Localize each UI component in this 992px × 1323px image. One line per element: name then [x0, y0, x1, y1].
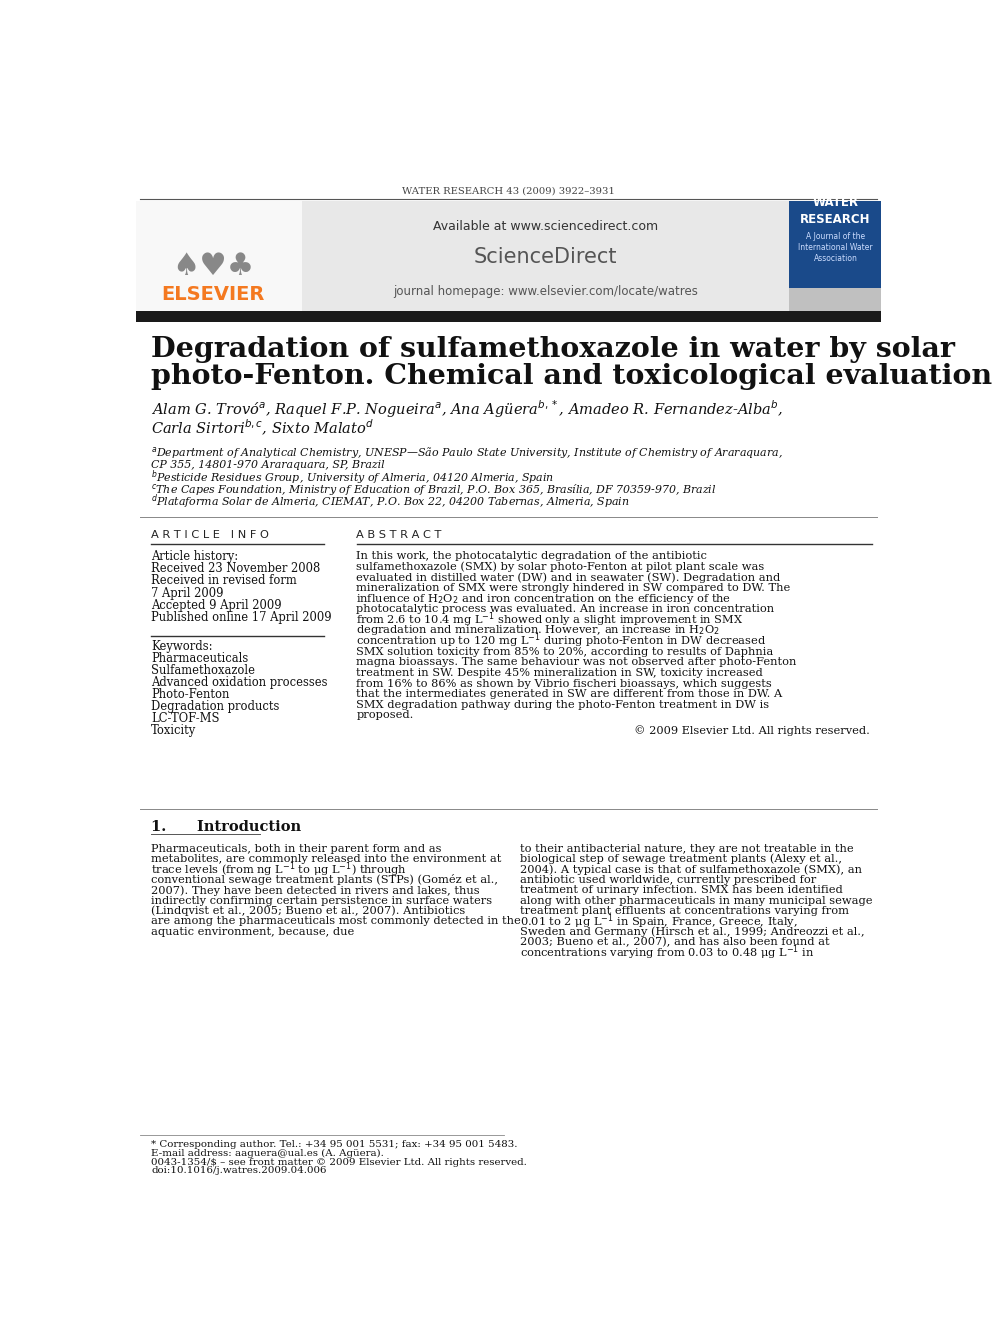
- Text: ♠♥♣: ♠♥♣: [172, 253, 254, 280]
- Text: Carla Sirtori$^{b,c}$, Sixto Malato$^d$: Carla Sirtori$^{b,c}$, Sixto Malato$^d$: [151, 418, 374, 438]
- Text: Keywords:: Keywords:: [151, 639, 212, 652]
- Text: $^b$Pesticide Residues Group, University of Almeria, 04120 Almeria, Spain: $^b$Pesticide Residues Group, University…: [151, 468, 555, 487]
- Bar: [136, 311, 881, 321]
- Text: degradation and mineralization. However, an increase in H$_2$O$_2$: degradation and mineralization. However,…: [356, 623, 720, 638]
- Text: WATER
RESEARCH: WATER RESEARCH: [801, 196, 871, 226]
- Text: from 2.6 to 10.4 mg L$^{-1}$ showed only a slight improvement in SMX: from 2.6 to 10.4 mg L$^{-1}$ showed only…: [356, 610, 744, 630]
- Text: aquatic environment, because, due: aquatic environment, because, due: [151, 927, 354, 937]
- Text: from 16% to 86% as shown by Vibrio fischeri bioassays, which suggests: from 16% to 86% as shown by Vibrio fisch…: [356, 679, 772, 688]
- Text: Toxicity: Toxicity: [151, 724, 196, 737]
- Text: doi:10.1016/j.watres.2009.04.006: doi:10.1016/j.watres.2009.04.006: [151, 1167, 326, 1175]
- Text: that the intermediates generated in SW are different from those in DW. A: that the intermediates generated in SW a…: [356, 689, 783, 700]
- Text: © 2009 Elsevier Ltd. All rights reserved.: © 2009 Elsevier Ltd. All rights reserved…: [635, 725, 870, 736]
- Text: $^c$The Capes Foundation, Ministry of Education of Brazil, P.O. Box 365, Brasíli: $^c$The Capes Foundation, Ministry of Ed…: [151, 482, 716, 497]
- Text: Degradation of sulfamethoxazole in water by solar: Degradation of sulfamethoxazole in water…: [151, 336, 955, 364]
- Text: Accepted 9 April 2009: Accepted 9 April 2009: [151, 599, 282, 611]
- Text: to their antibacterial nature, they are not treatable in the: to their antibacterial nature, they are …: [520, 844, 854, 853]
- Text: Received in revised form: Received in revised form: [151, 574, 297, 587]
- Text: Sulfamethoxazole: Sulfamethoxazole: [151, 664, 255, 677]
- Text: CP 355, 14801-970 Araraquara, SP, Brazil: CP 355, 14801-970 Araraquara, SP, Brazil: [151, 460, 385, 470]
- Text: (Lindqvist et al., 2005; Bueno et al., 2007). Antibiotics: (Lindqvist et al., 2005; Bueno et al., 2…: [151, 906, 465, 917]
- Text: 0.01 to 2 μg L$^{-1}$ in Spain, France, Greece, Italy,: 0.01 to 2 μg L$^{-1}$ in Spain, France, …: [520, 912, 798, 931]
- Text: treatment of urinary infection. SMX has been identified: treatment of urinary infection. SMX has …: [520, 885, 843, 896]
- Text: are among the pharmaceuticals most commonly detected in the: are among the pharmaceuticals most commo…: [151, 917, 521, 926]
- Text: treatment in SW. Despite 45% mineralization in SW, toxicity increased: treatment in SW. Despite 45% mineralizat…: [356, 668, 763, 677]
- Text: antibiotic used worldwide, currently prescribed for: antibiotic used worldwide, currently pre…: [520, 875, 816, 885]
- Text: WATER RESEARCH 43 (2009) 3922–3931: WATER RESEARCH 43 (2009) 3922–3931: [402, 187, 615, 196]
- Text: 2003; Bueno et al., 2007), and has also been found at: 2003; Bueno et al., 2007), and has also …: [520, 937, 829, 947]
- Text: * Corresponding author. Tel.: +34 95 001 5531; fax: +34 95 001 5483.: * Corresponding author. Tel.: +34 95 001…: [151, 1140, 518, 1148]
- Text: Article history:: Article history:: [151, 549, 238, 562]
- Text: magna bioassays. The same behaviour was not observed after photo-Fenton: magna bioassays. The same behaviour was …: [356, 658, 797, 667]
- Text: Available at www.sciencedirect.com: Available at www.sciencedirect.com: [434, 220, 658, 233]
- Text: A B S T R A C T: A B S T R A C T: [356, 529, 441, 540]
- Text: concentrations varying from 0.03 to 0.48 μg L$^{-1}$ in: concentrations varying from 0.03 to 0.48…: [520, 943, 814, 962]
- Text: evaluated in distilled water (DW) and in seawater (SW). Degradation and: evaluated in distilled water (DW) and in…: [356, 572, 781, 582]
- Text: Pharmaceuticals, both in their parent form and as: Pharmaceuticals, both in their parent fo…: [151, 844, 441, 853]
- Bar: [136, 201, 303, 311]
- Text: metabolites, are commonly released into the environment at: metabolites, are commonly released into …: [151, 855, 502, 864]
- Text: sulfamethoxazole (SMX) by solar photo-Fenton at pilot plant scale was: sulfamethoxazole (SMX) by solar photo-Fe…: [356, 561, 765, 572]
- Text: journal homepage: www.elsevier.com/locate/watres: journal homepage: www.elsevier.com/locat…: [393, 286, 698, 299]
- Text: conventional sewage treatment plants (STPs) (Goméz et al.,: conventional sewage treatment plants (ST…: [151, 875, 498, 885]
- Text: photocatalytic process was evaluated. An increase in iron concentration: photocatalytic process was evaluated. An…: [356, 605, 775, 614]
- Text: biological step of sewage treatment plants (Alexy et al.,: biological step of sewage treatment plan…: [520, 853, 842, 864]
- Text: LC-TOF-MS: LC-TOF-MS: [151, 712, 219, 725]
- Text: along with other pharmaceuticals in many municipal sewage: along with other pharmaceuticals in many…: [520, 896, 873, 906]
- Text: 1.      Introduction: 1. Introduction: [151, 820, 302, 833]
- Text: SMX solution toxicity from 85% to 20%, according to results of Daphnia: SMX solution toxicity from 85% to 20%, a…: [356, 647, 774, 656]
- Text: $^d$Plataforma Solar de Almeria, CIEMAT, P.O. Box 22, 04200 Tabernas, Almeria, S: $^d$Plataforma Solar de Almeria, CIEMAT,…: [151, 493, 630, 512]
- Text: $^a$Department of Analytical Chemistry, UNESP—São Paulo State University, Instit: $^a$Department of Analytical Chemistry, …: [151, 446, 783, 460]
- Text: 2007). They have been detected in rivers and lakes, thus: 2007). They have been detected in rivers…: [151, 885, 480, 896]
- Text: Photo-Fenton: Photo-Fenton: [151, 688, 229, 701]
- Text: indirectly confirming certain persistence in surface waters: indirectly confirming certain persistenc…: [151, 896, 492, 906]
- Text: mineralization of SMX were strongly hindered in SW compared to DW. The: mineralization of SMX were strongly hind…: [356, 583, 791, 593]
- Text: trace levels (from ng L$^{-1}$ to μg L$^{-1}$) through: trace levels (from ng L$^{-1}$ to μg L$^…: [151, 860, 407, 878]
- Bar: [789, 201, 881, 311]
- Text: Degradation products: Degradation products: [151, 700, 280, 713]
- Text: proposed.: proposed.: [356, 710, 414, 721]
- Text: A Journal of the
International Water
Association: A Journal of the International Water Ass…: [799, 232, 873, 263]
- Text: concentration up to 120 mg L$^{-1}$ during photo-Fenton in DW decreased: concentration up to 120 mg L$^{-1}$ duri…: [356, 632, 767, 651]
- Text: Received 23 November 2008: Received 23 November 2008: [151, 562, 320, 576]
- Text: Sweden and Germany (Hirsch et al., 1999; Andreozzi et al.,: Sweden and Germany (Hirsch et al., 1999;…: [520, 926, 865, 937]
- Text: ELSEVIER: ELSEVIER: [162, 284, 265, 303]
- Bar: [136, 201, 881, 311]
- Text: In this work, the photocatalytic degradation of the antibiotic: In this work, the photocatalytic degrada…: [356, 552, 707, 561]
- Text: ScienceDirect: ScienceDirect: [474, 247, 617, 267]
- Text: photo-Fenton. Chemical and toxicological evaluation: photo-Fenton. Chemical and toxicological…: [151, 364, 992, 390]
- Text: Advanced oxidation processes: Advanced oxidation processes: [151, 676, 327, 689]
- Text: 7 April 2009: 7 April 2009: [151, 586, 223, 599]
- Bar: [789, 288, 881, 311]
- Text: 0043-1354/$ – see front matter © 2009 Elsevier Ltd. All rights reserved.: 0043-1354/$ – see front matter © 2009 El…: [151, 1158, 527, 1167]
- Text: E-mail address: aaguera@ual.es (A. Agüera).: E-mail address: aaguera@ual.es (A. Agüer…: [151, 1148, 384, 1158]
- Text: Published online 17 April 2009: Published online 17 April 2009: [151, 611, 331, 624]
- Text: Alam G. Trovó$^a$, Raquel F.P. Nogueira$^a$, Ana Agüera$^{b,*}$, Amadeo R. Fern: Alam G. Trovó$^a$, Raquel F.P. Nogueira…: [151, 398, 784, 419]
- Text: A R T I C L E   I N F O: A R T I C L E I N F O: [151, 529, 269, 540]
- Text: SMX degradation pathway during the photo-Fenton treatment in DW is: SMX degradation pathway during the photo…: [356, 700, 770, 710]
- Text: 2004). A typical case is that of sulfamethoxazole (SMX), an: 2004). A typical case is that of sulfame…: [520, 864, 862, 875]
- Text: treatment plant effluents at concentrations varying from: treatment plant effluents at concentrati…: [520, 906, 849, 916]
- Text: influence of H$_2$O$_2$ and iron concentration on the efficiency of the: influence of H$_2$O$_2$ and iron concent…: [356, 591, 731, 606]
- Bar: [303, 202, 789, 308]
- Text: Pharmaceuticals: Pharmaceuticals: [151, 652, 248, 665]
